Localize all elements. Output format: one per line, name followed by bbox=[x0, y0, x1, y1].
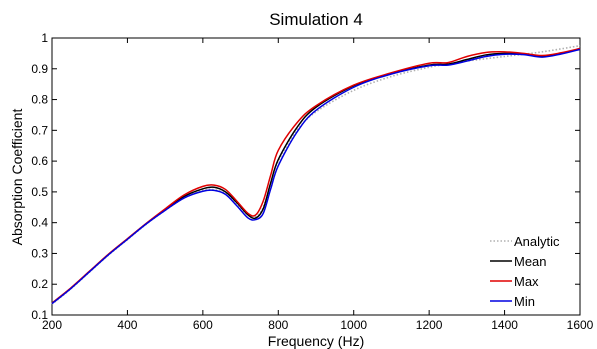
plot-area bbox=[51, 37, 581, 316]
y-tick-label: 0.8 bbox=[31, 93, 48, 107]
x-axis-label: Frequency (Hz) bbox=[268, 333, 364, 349]
x-tick-label: 400 bbox=[117, 318, 137, 332]
y-tick-label: 0.3 bbox=[31, 246, 48, 260]
x-tick-label: 200 bbox=[42, 318, 62, 332]
x-tick-label: 600 bbox=[193, 318, 213, 332]
x-tick-label: 1000 bbox=[340, 318, 367, 332]
y-tick-label: 1 bbox=[41, 31, 48, 45]
y-axis-label: Absorption Coefficient bbox=[9, 109, 25, 246]
y-axis-ticks: 0.1 0.2 0.3 0.4 0.5 0.6 0.7 0.8 0.9 1 bbox=[31, 31, 580, 322]
chart-title: Simulation 4 bbox=[269, 10, 363, 29]
y-tick-label: 0.7 bbox=[31, 123, 48, 137]
x-tick-label: 1200 bbox=[416, 318, 443, 332]
x-axis-ticks: 200 400 600 800 1000 1200 1400 1600 bbox=[42, 38, 594, 332]
x-tick-label: 800 bbox=[268, 318, 288, 332]
legend-label-max: Max bbox=[514, 274, 539, 289]
legend: Analytic Mean Max Min bbox=[490, 234, 560, 309]
x-tick-label: 1400 bbox=[491, 318, 518, 332]
y-tick-label: 0.5 bbox=[31, 185, 48, 199]
y-tick-label: 0.6 bbox=[31, 154, 48, 168]
y-tick-label: 0.9 bbox=[31, 62, 48, 76]
y-tick-label: 0.4 bbox=[31, 216, 48, 230]
legend-label-min: Min bbox=[514, 294, 535, 309]
series-layer bbox=[51, 44, 581, 305]
legend-label-analytic: Analytic bbox=[514, 234, 560, 249]
legend-label-mean: Mean bbox=[514, 254, 547, 269]
y-tick-label: 0.2 bbox=[31, 277, 48, 291]
plot-frame bbox=[51, 37, 581, 316]
x-tick-label: 1600 bbox=[567, 318, 594, 332]
y-tick-label: 0.1 bbox=[31, 308, 48, 322]
series-line-min bbox=[51, 48, 581, 305]
